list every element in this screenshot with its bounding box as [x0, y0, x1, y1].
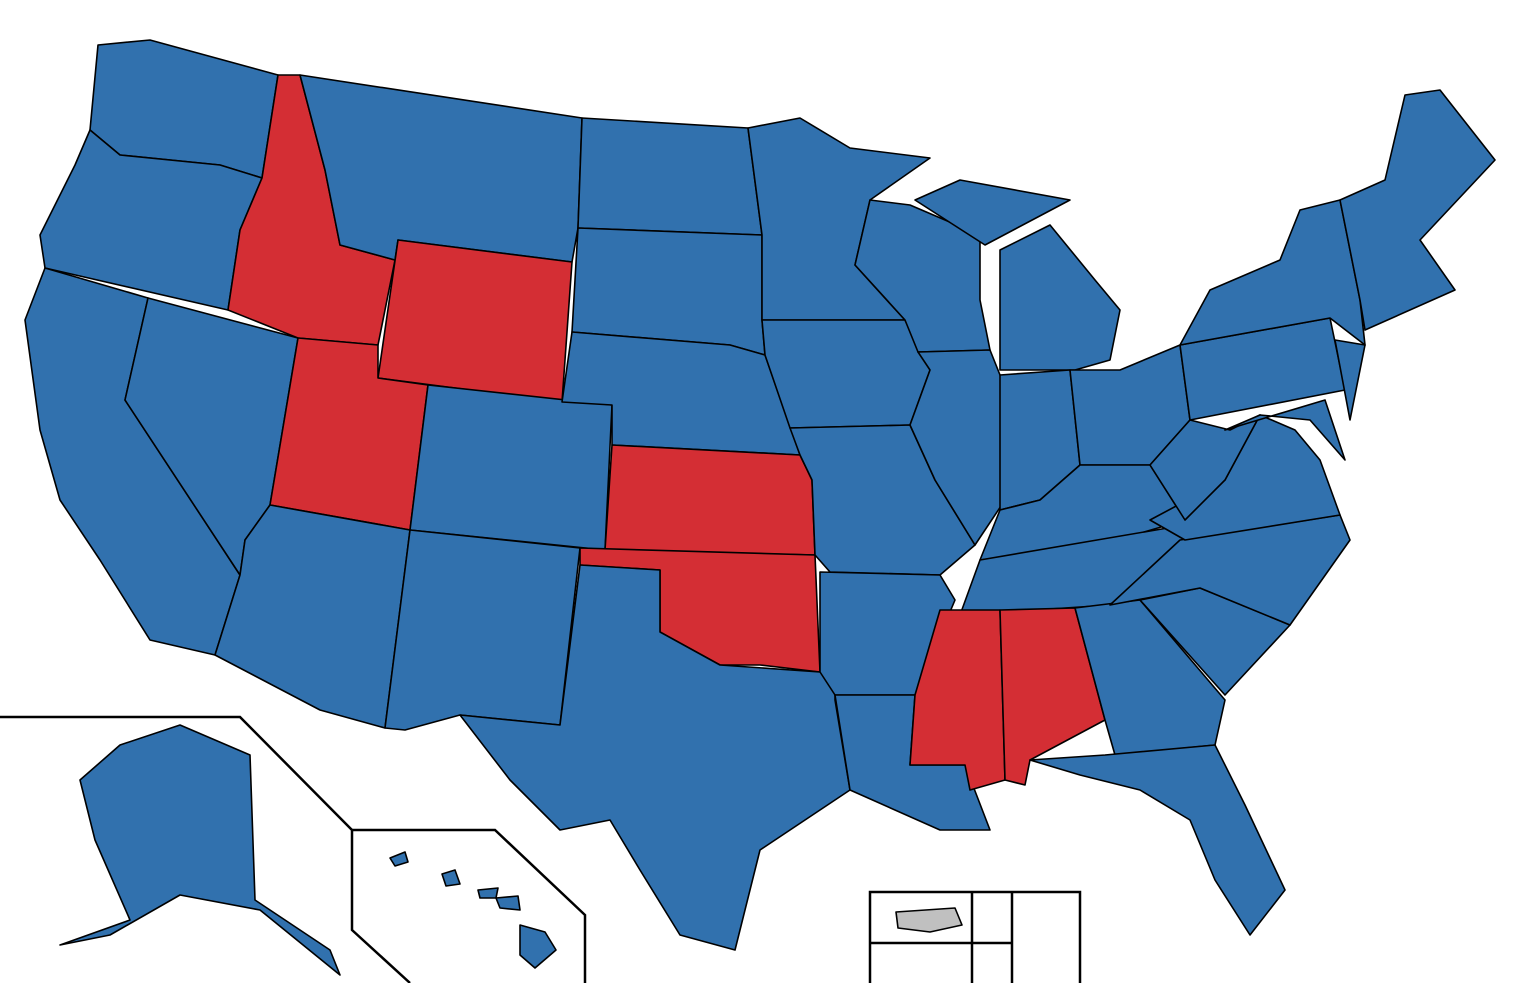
territory [895, 907, 963, 933]
state [384, 529, 581, 731]
state [999, 224, 1121, 371]
state [409, 384, 613, 551]
inset-border [352, 828, 587, 983]
state [1224, 399, 1346, 461]
state [1339, 89, 1496, 331]
state [495, 895, 521, 911]
state [1179, 199, 1366, 346]
state [761, 319, 931, 429]
state [519, 924, 557, 969]
state [1029, 744, 1286, 936]
state [389, 851, 409, 867]
state [909, 349, 1006, 546]
state [1109, 514, 1351, 626]
state [459, 564, 851, 951]
state [377, 239, 573, 403]
state [59, 724, 341, 976]
state [1149, 414, 1341, 541]
state [914, 179, 1071, 246]
inset-border [868, 890, 1082, 983]
state [577, 117, 763, 236]
state [441, 869, 461, 887]
states [24, 39, 1496, 976]
state [1334, 339, 1366, 421]
state [477, 887, 499, 899]
state [604, 444, 816, 556]
state [299, 74, 583, 263]
